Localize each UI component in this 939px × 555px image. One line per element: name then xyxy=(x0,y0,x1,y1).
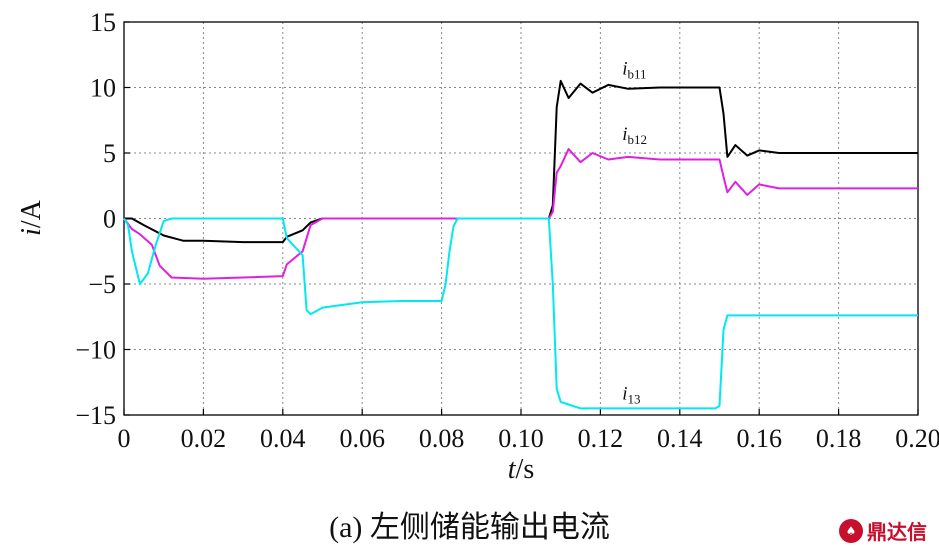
series-lines xyxy=(123,79,918,410)
y-tick-label: 15 xyxy=(90,8,116,37)
x-tick-label: 0.16 xyxy=(736,424,782,453)
x-tick-label: 0.10 xyxy=(498,424,544,453)
y-axis-title: i/A xyxy=(16,199,47,236)
x-tick-label: 0.08 xyxy=(419,424,465,453)
y-tick-label: 10 xyxy=(90,74,116,103)
series-line-ib11 xyxy=(124,79,918,244)
x-tick-label: 0.18 xyxy=(816,424,862,453)
x-tick-label: 0.02 xyxy=(181,424,227,453)
figure-caption: (a) 左侧储能输出电流 xyxy=(329,511,610,544)
y-tick-label: −10 xyxy=(75,336,116,365)
watermark: ♠ 鼎达信 xyxy=(839,516,927,545)
ticks: 0 0.02 0.04 0.06 0.08 0.10 0.12 0.14 0.16 0.18 0.2… xyxy=(75,8,939,453)
series-annotation: ib11 xyxy=(622,58,646,81)
x-axis-title: t/s xyxy=(508,454,534,485)
watermark-text: 鼎达信 xyxy=(867,520,927,544)
x-tick-label: 0.20 xyxy=(895,424,939,453)
line-chart: 0 0.02 0.04 0.06 0.08 0.10 0.12 0.14 0.16 0.18 0.2… xyxy=(16,8,939,485)
watermark-logo-icon: ♠ xyxy=(839,518,863,543)
y-tick-label: 5 xyxy=(103,139,116,168)
series-annotation: ib12 xyxy=(622,124,647,147)
series-annotations: ib11 ib12 i13 xyxy=(622,58,647,406)
series-line-ib12 xyxy=(123,148,918,280)
x-tick-label: 0.14 xyxy=(657,424,703,453)
y-tick-label: −15 xyxy=(75,401,116,430)
x-tick-label: 0.04 xyxy=(260,424,306,453)
x-tick-label: 0.06 xyxy=(339,424,385,453)
x-tick-label: 0 xyxy=(118,424,131,453)
series-annotation: i13 xyxy=(622,383,640,406)
y-tick-label: −5 xyxy=(88,270,116,299)
y-tick-label: 0 xyxy=(103,205,116,234)
series-line-i13 xyxy=(123,217,918,410)
x-tick-label: 0.12 xyxy=(578,424,624,453)
